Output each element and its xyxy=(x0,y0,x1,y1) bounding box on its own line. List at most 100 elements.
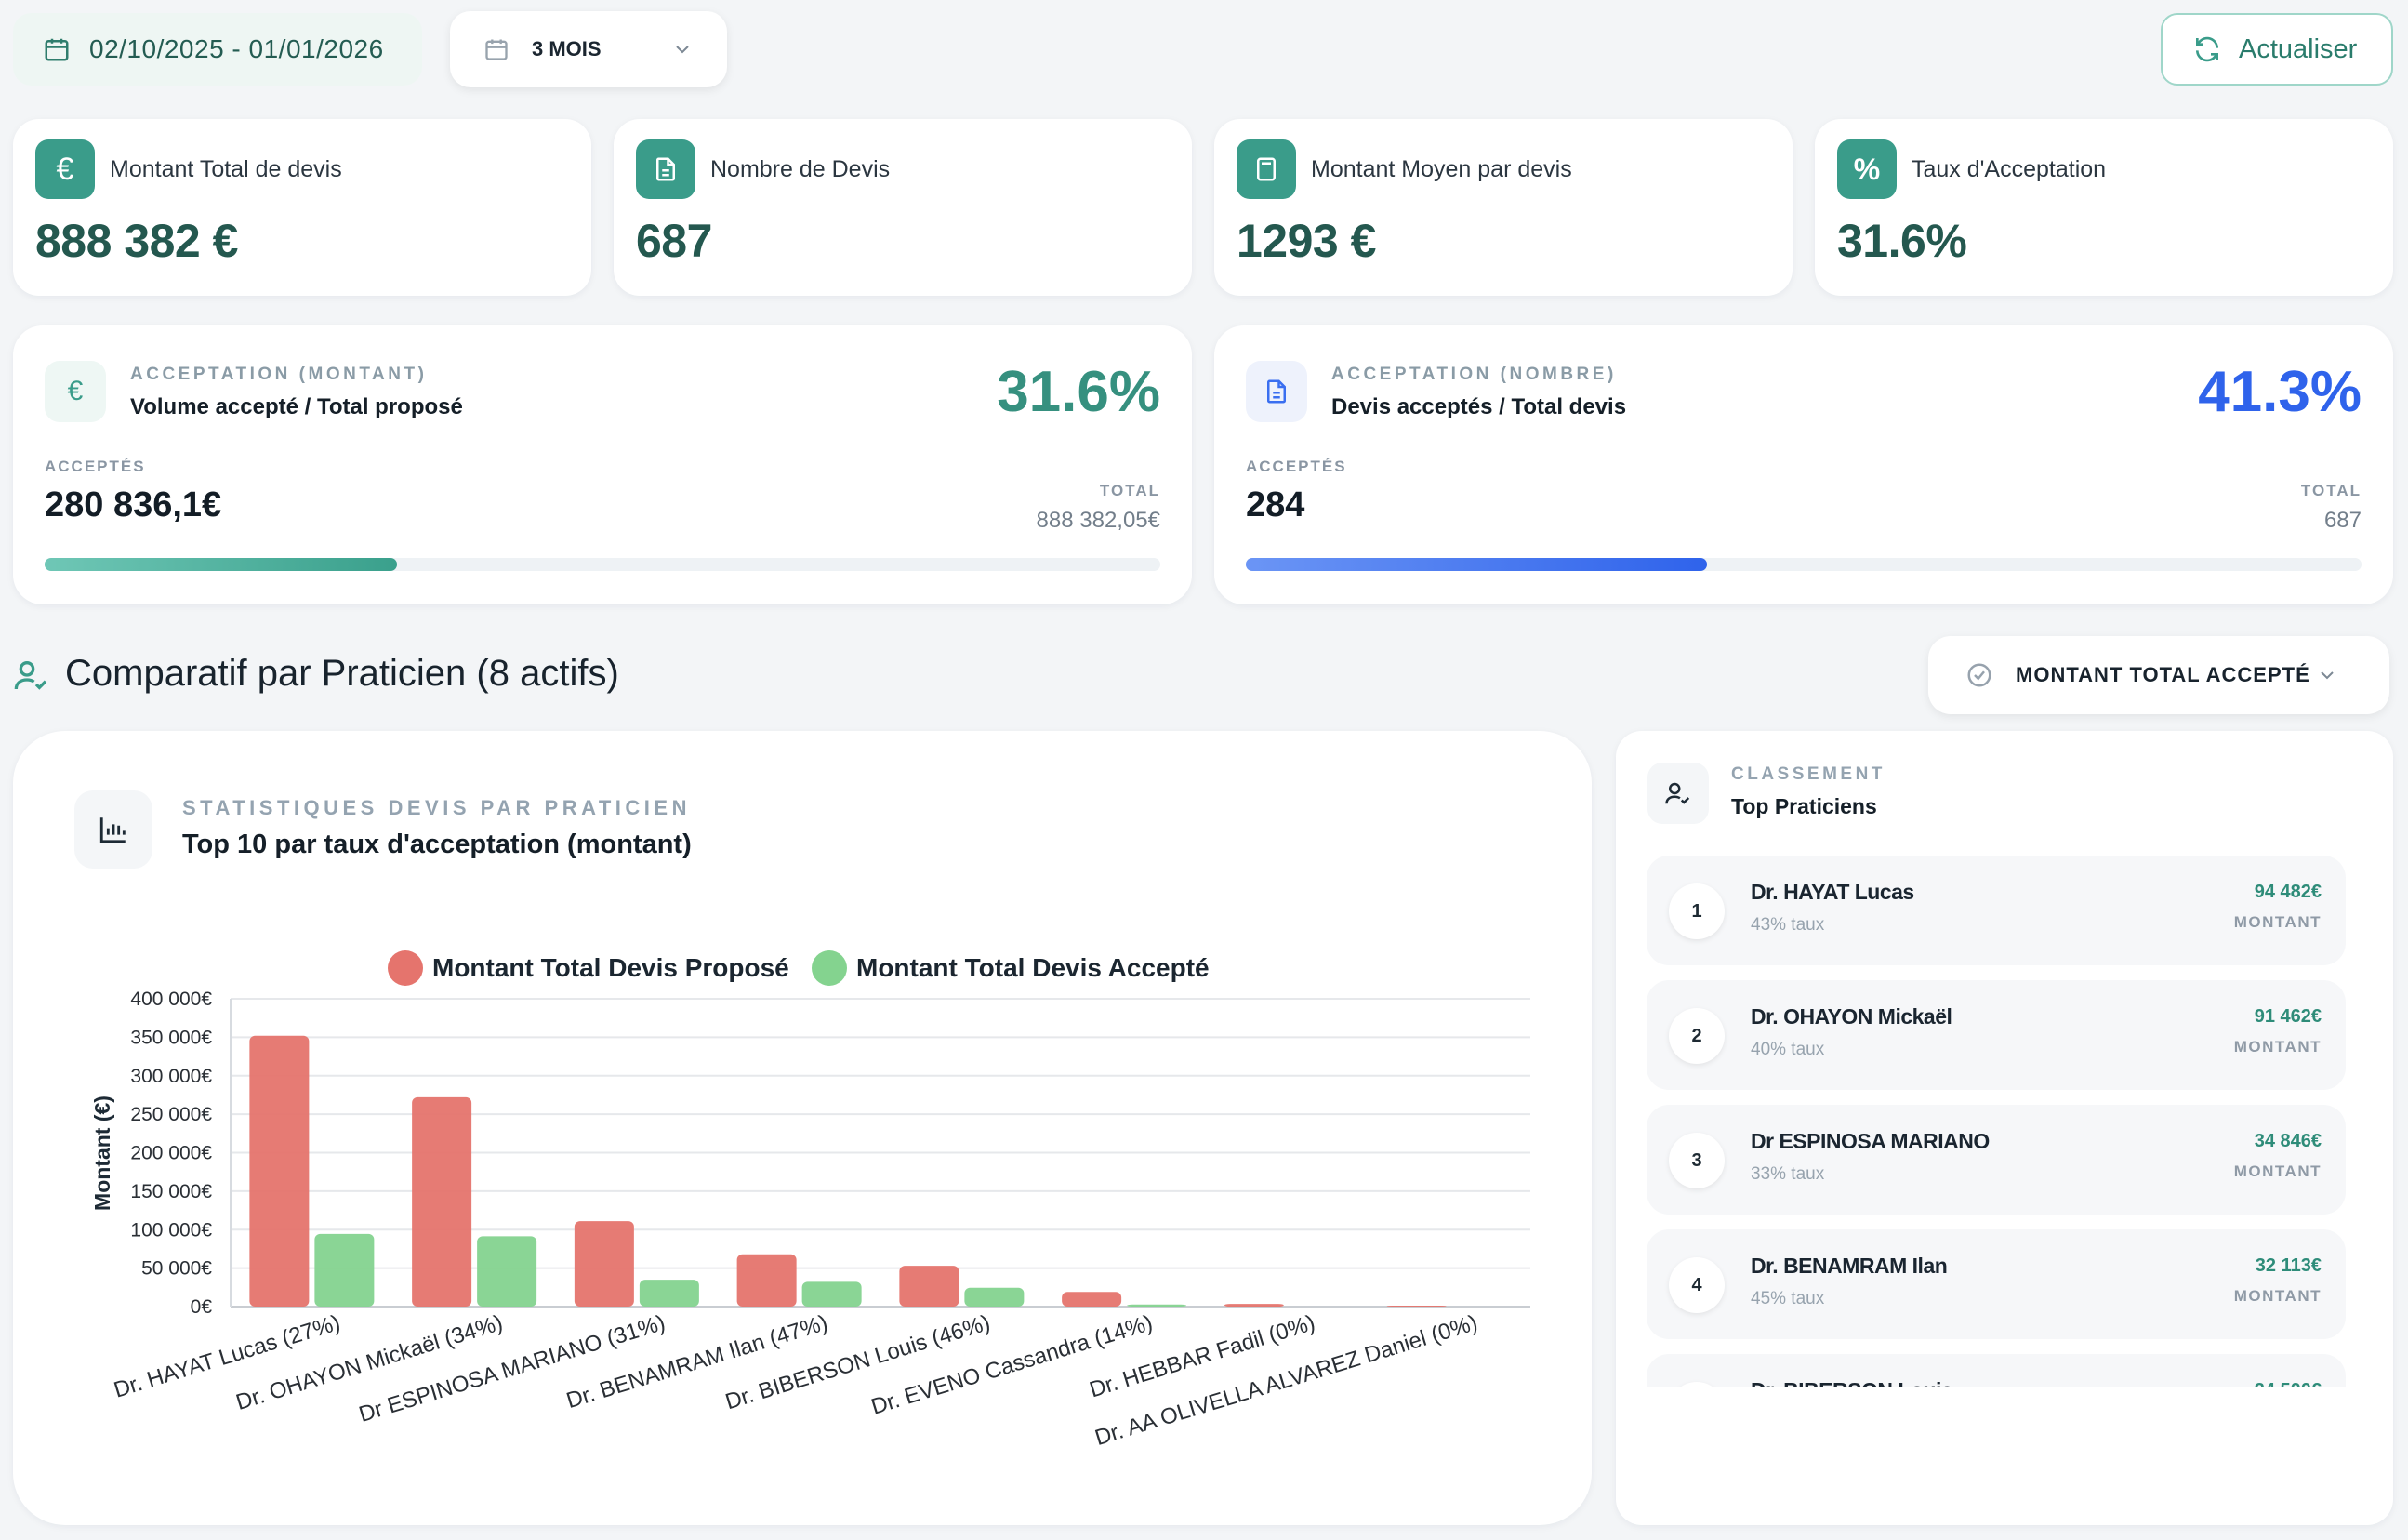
acceptance-count-card: ACCEPTATION (NOMBRE) Devis acceptés / To… xyxy=(1214,325,2393,604)
acceptance-subtitle: Devis acceptés / Total devis xyxy=(1331,394,1627,419)
period-select-value: 3 MOIS xyxy=(532,37,602,60)
percent-icon: % xyxy=(1837,139,1897,199)
chart-eyebrow: STATISTIQUES DEVIS PAR PRATICIEN xyxy=(182,796,691,819)
check-circle-icon xyxy=(1967,663,1991,687)
kpi-value: 31.6% xyxy=(1837,215,1967,267)
euro-icon: € xyxy=(35,139,95,199)
practitioner-rate: 40% taux xyxy=(1751,1040,1825,1059)
x-tick-label: Dr. EVENO Cassandra (14%) xyxy=(868,1310,1156,1420)
list-item[interactable]: 3 Dr ESPINOSA MARIANO 33% taux 34 846€ M… xyxy=(1647,1105,2346,1215)
y-tick-label: 350 000€ xyxy=(130,1027,212,1048)
chart-bar xyxy=(477,1236,537,1307)
refresh-button[interactable]: Actualiser xyxy=(2161,13,2393,86)
chart-bar xyxy=(1062,1292,1122,1307)
metric-select[interactable]: MONTANT TOTAL ACCEPTÉ xyxy=(1928,636,2389,714)
legend-swatch xyxy=(812,950,847,986)
acceptance-amount-progress xyxy=(45,558,1160,571)
kpi-value: 1293 € xyxy=(1237,215,1376,267)
user-check-icon xyxy=(1647,763,1709,824)
kpi-card-acceptance-rate: % Taux d'Acceptation 31.6% xyxy=(1815,119,2393,296)
calendar-icon xyxy=(45,38,69,61)
practitioner-name: Dr ESPINOSA MARIANO xyxy=(1751,1129,1990,1153)
list-item[interactable]: 5 Dr. BIBERSON Louis 24 500€ MONTANT xyxy=(1647,1354,2346,1387)
y-tick-label: 300 000€ xyxy=(130,1066,212,1087)
calendar-icon xyxy=(485,39,508,60)
total-label: TOTAL xyxy=(1099,482,1160,499)
date-range-chip[interactable]: 02/10/2025 - 01/01/2026 xyxy=(13,13,422,86)
acceptance-subtitle: Volume accepté / Total proposé xyxy=(130,394,463,419)
calculator-icon xyxy=(1237,139,1296,199)
chart-bar xyxy=(736,1254,797,1307)
practitioner-rate: 45% taux xyxy=(1751,1289,1825,1308)
list-item[interactable]: 4 Dr. BENAMRAM Ilan 45% taux 32 113€ MON… xyxy=(1647,1229,2346,1339)
refresh-label: Actualiser xyxy=(2239,33,2358,64)
practitioner-rate: 43% taux xyxy=(1751,915,1825,935)
kpi-card-total-amount: € Montant Total de devis 888 382 € xyxy=(13,119,591,296)
practitioner-name: Dr. BENAMRAM Ilan xyxy=(1751,1254,1948,1278)
document-icon xyxy=(1246,361,1307,422)
kpi-label: Montant Moyen par devis xyxy=(1311,156,1572,182)
refresh-icon xyxy=(2196,36,2218,62)
acceptance-eyebrow: ACCEPTATION (MONTANT) xyxy=(130,365,428,384)
bar-chart: 0€ 50 000€ 100 000€ 150 000€ 200 000€ 250 000… xyxy=(90,950,1530,1451)
acceptance-count-progress xyxy=(1246,558,2362,571)
total-value: 888 382,05€ xyxy=(1036,508,1160,533)
y-tick-label: 150 000€ xyxy=(130,1181,212,1202)
rank-number: 2 xyxy=(1669,1008,1725,1064)
practitioner-amount: 32 113€ xyxy=(2255,1255,2322,1276)
total-value: 687 xyxy=(2323,508,2362,533)
progress-fill xyxy=(1246,558,1707,571)
accepted-label: ACCEPTÉS xyxy=(1246,458,1347,475)
rank-number: 3 xyxy=(1669,1133,1725,1188)
chevron-down-icon xyxy=(2321,671,2334,680)
practitioner-name: Dr. BIBERSON Louis xyxy=(1751,1378,1953,1387)
accepted-value: 284 xyxy=(1246,485,1305,524)
practitioner-name: Dr. OHAYON Mickaël xyxy=(1751,1004,1952,1029)
y-tick-label: 200 000€ xyxy=(130,1143,212,1164)
amount-label: MONTANT xyxy=(2233,1287,2322,1305)
chart-bar xyxy=(899,1266,959,1307)
kpi-label: Taux d'Acceptation xyxy=(1912,156,2107,182)
acceptance-amount-card: € ACCEPTATION (MONTANT) Volume accepté /… xyxy=(13,325,1192,604)
chart-bar xyxy=(412,1096,472,1307)
amount-label: MONTANT xyxy=(2233,913,2322,931)
amount-label: MONTANT xyxy=(2233,1038,2322,1055)
kpi-label: Montant Total de devis xyxy=(110,156,342,182)
practitioner-name: Dr. HAYAT Lucas xyxy=(1751,880,1914,904)
y-tick-label: 400 000€ xyxy=(130,989,212,1010)
practitioner-amount: 34 846€ xyxy=(2254,1131,2322,1151)
accepted-value: 280 836,1€ xyxy=(45,485,222,524)
legend-swatch xyxy=(388,950,423,986)
chart-bar xyxy=(1127,1304,1187,1307)
date-range-text: 02/10/2025 - 01/01/2026 xyxy=(89,34,384,63)
practitioner-amount: 24 500€ xyxy=(2255,1380,2322,1387)
list-item[interactable]: 2 Dr. OHAYON Mickaël 40% taux 91 462€ MO… xyxy=(1647,980,2346,1090)
ranking-list: 1 Dr. HAYAT Lucas 43% taux 94 482€ MONTA… xyxy=(1647,856,2346,1387)
acceptance-percent: 31.6% xyxy=(997,360,1160,424)
chart-subtitle: Top 10 par taux d'acceptation (montant) xyxy=(182,830,692,859)
practitioner-rate: 33% taux xyxy=(1751,1164,1825,1184)
practitioner-amount: 94 482€ xyxy=(2254,882,2322,902)
y-axis-label: Montant (€) xyxy=(90,1095,114,1211)
chart-bar xyxy=(964,1287,1025,1307)
ranking-subtitle: Top Praticiens xyxy=(1731,794,1877,818)
legend-label: Montant Total Devis Proposé xyxy=(432,953,789,982)
total-label: TOTAL xyxy=(2300,482,2362,499)
kpi-label: Nombre de Devis xyxy=(710,156,891,182)
period-select[interactable]: 3 MOIS xyxy=(450,11,727,87)
chart-bar xyxy=(801,1281,862,1307)
y-tick-label: 100 000€ xyxy=(130,1219,212,1241)
chart-bar xyxy=(314,1233,375,1307)
kpi-value: 888 382 € xyxy=(35,215,238,267)
user-check-icon xyxy=(14,661,47,690)
euro-icon: € xyxy=(45,361,106,422)
amount-label: MONTANT xyxy=(2233,1162,2322,1180)
section-title: Comparatif par Praticien (8 actifs) xyxy=(65,653,619,694)
list-item[interactable]: 1 Dr. HAYAT Lucas 43% taux 94 482€ MONTA… xyxy=(1647,856,2346,965)
y-tick-label: 0€ xyxy=(191,1296,213,1318)
kpi-card-average: Montant Moyen par devis 1293 € xyxy=(1214,119,1793,296)
chart-bar xyxy=(639,1280,699,1307)
metric-select-value: MONTANT TOTAL ACCEPTÉ xyxy=(2016,663,2310,686)
chart-bar xyxy=(574,1221,634,1307)
acceptance-percent: 41.3% xyxy=(2198,360,2362,424)
